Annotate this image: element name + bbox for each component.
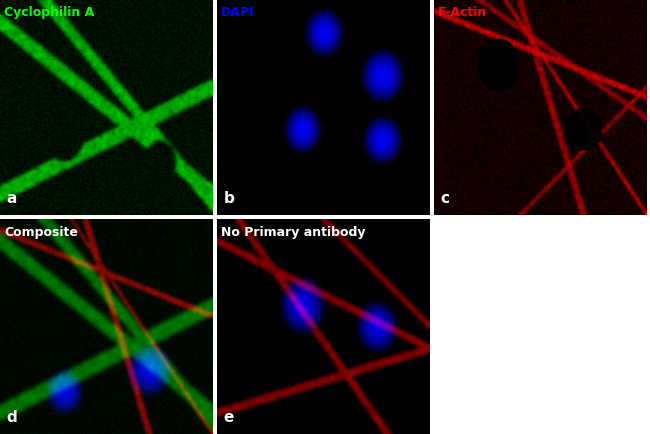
- Text: c: c: [441, 191, 449, 206]
- Text: Cyclophilin A: Cyclophilin A: [5, 7, 94, 20]
- Text: DAPI: DAPI: [221, 7, 255, 20]
- Text: No Primary antibody: No Primary antibody: [221, 226, 366, 239]
- Text: d: d: [6, 411, 17, 425]
- Text: b: b: [224, 191, 234, 206]
- Text: F-Actin: F-Actin: [438, 7, 488, 20]
- Text: a: a: [6, 191, 17, 206]
- Text: Composite: Composite: [5, 226, 78, 239]
- Text: e: e: [224, 411, 234, 425]
